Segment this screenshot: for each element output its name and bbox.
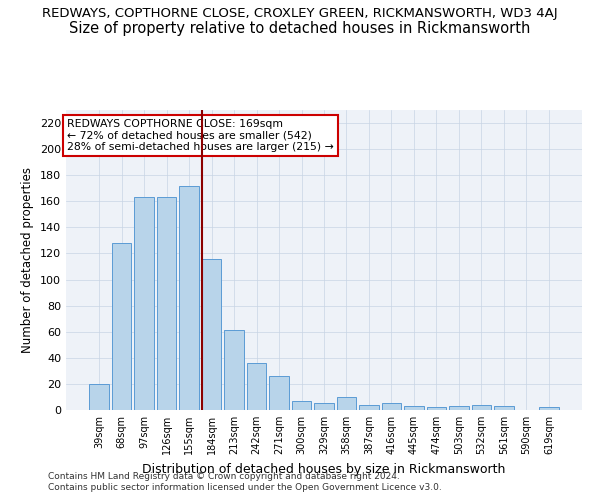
Text: REDWAYS COPTHORNE CLOSE: 169sqm
← 72% of detached houses are smaller (542)
28% o: REDWAYS COPTHORNE CLOSE: 169sqm ← 72% of… [67,119,334,152]
Bar [382,404,401,410]
Bar [179,186,199,410]
Bar [314,404,334,410]
Bar [539,408,559,410]
Bar [247,363,266,410]
Bar [359,405,379,410]
Bar [269,376,289,410]
Bar [472,405,491,410]
Text: REDWAYS, COPTHORNE CLOSE, CROXLEY GREEN, RICKMANSWORTH, WD3 4AJ: REDWAYS, COPTHORNE CLOSE, CROXLEY GREEN,… [42,8,558,20]
Bar [494,406,514,410]
Text: Contains public sector information licensed under the Open Government Licence v3: Contains public sector information licen… [48,484,442,492]
Bar [449,406,469,410]
Text: Size of property relative to detached houses in Rickmansworth: Size of property relative to detached ho… [70,21,530,36]
Bar [112,243,131,410]
Bar [134,198,154,410]
Bar [427,408,446,410]
Bar [202,258,221,410]
X-axis label: Distribution of detached houses by size in Rickmansworth: Distribution of detached houses by size … [142,462,506,475]
Bar [157,198,176,410]
Bar [292,401,311,410]
Text: Contains HM Land Registry data © Crown copyright and database right 2024.: Contains HM Land Registry data © Crown c… [48,472,400,481]
Y-axis label: Number of detached properties: Number of detached properties [22,167,34,353]
Bar [89,384,109,410]
Bar [404,406,424,410]
Bar [337,397,356,410]
Bar [224,330,244,410]
